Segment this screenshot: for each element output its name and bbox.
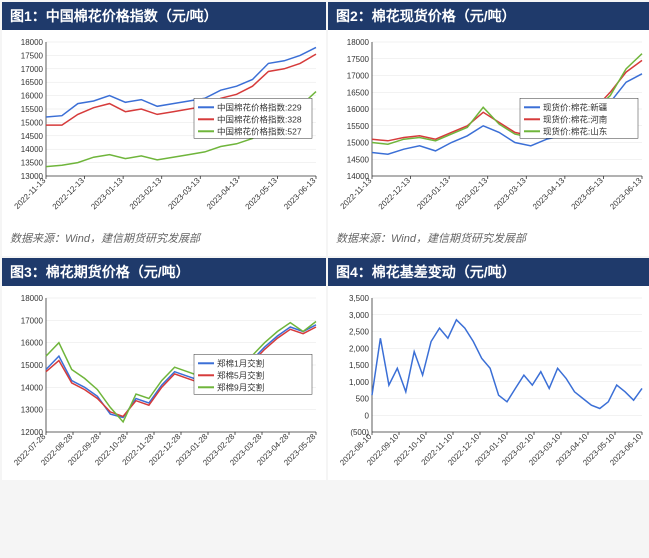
svg-text:2,000: 2,000 — [349, 344, 370, 353]
svg-text:17500: 17500 — [21, 51, 44, 60]
svg-text:18000: 18000 — [21, 38, 44, 47]
svg-text:2023-01-13: 2023-01-13 — [89, 176, 125, 212]
svg-text:现货价:棉花:山东: 现货价:棉花:山东 — [543, 126, 607, 136]
panel-title-3: 图3：棉花期货价格（元/吨） — [2, 258, 326, 286]
svg-text:16000: 16000 — [21, 339, 44, 348]
panel-title-1: 图1：中国棉花价格指数（元/吨） — [2, 2, 326, 30]
svg-text:16500: 16500 — [21, 78, 44, 87]
chart-2: 1400014500150001550016000165001700017500… — [328, 30, 649, 224]
svg-text:15000: 15000 — [347, 139, 370, 148]
svg-text:13500: 13500 — [21, 159, 44, 168]
panel-title-2: 图2：棉花现货价格（元/吨） — [328, 2, 649, 30]
svg-text:16000: 16000 — [347, 105, 370, 114]
chart-4: (500)05001,0001,5002,0002,5003,0003,5002… — [328, 286, 649, 480]
svg-text:500: 500 — [356, 395, 370, 404]
svg-text:中国棉花价格指数:229: 中国棉花价格指数:229 — [217, 102, 302, 112]
svg-text:17000: 17000 — [21, 316, 44, 325]
source-1: 数据来源：Wind，建信期货研究发展部 — [2, 224, 326, 256]
svg-text:3,500: 3,500 — [349, 294, 370, 303]
svg-text:14500: 14500 — [21, 132, 44, 141]
svg-text:中国棉花价格指数:527: 中国棉花价格指数:527 — [217, 126, 302, 136]
source-2: 数据来源：Wind，建信期货研究发展部 — [328, 224, 649, 256]
svg-text:17500: 17500 — [347, 55, 370, 64]
svg-text:2023-02-13: 2023-02-13 — [128, 176, 164, 212]
svg-text:2022-12-13: 2022-12-13 — [51, 176, 87, 212]
svg-text:1,500: 1,500 — [349, 361, 370, 370]
svg-text:2023-03-13: 2023-03-13 — [492, 176, 528, 212]
svg-text:14000: 14000 — [21, 383, 44, 392]
svg-text:18000: 18000 — [21, 294, 44, 303]
svg-text:现货价:棉花:河南: 现货价:棉花:河南 — [543, 114, 607, 124]
svg-text:2023-02-13: 2023-02-13 — [454, 176, 490, 212]
svg-text:2023-04-13: 2023-04-13 — [531, 176, 567, 212]
svg-text:15000: 15000 — [21, 118, 44, 127]
svg-text:2023-06-13: 2023-06-13 — [282, 176, 318, 212]
svg-text:2023-01-13: 2023-01-13 — [415, 176, 451, 212]
svg-text:2,500: 2,500 — [349, 328, 370, 337]
svg-text:16500: 16500 — [347, 88, 370, 97]
svg-text:3,000: 3,000 — [349, 311, 370, 320]
chart-panel-3: 图3：棉花期货价格（元/吨）12000130001400015000160001… — [2, 258, 326, 480]
svg-text:2023-03-13: 2023-03-13 — [166, 176, 202, 212]
svg-text:2023-05-13: 2023-05-13 — [570, 176, 606, 212]
chart-3: 120001300014000150001600017000180002022-… — [2, 286, 326, 480]
chart-panel-4: 图4：棉花基差变动（元/吨）(500)05001,0001,5002,0002,… — [328, 258, 649, 480]
chart-panel-1: 图1：中国棉花价格指数（元/吨）130001350014000145001500… — [2, 2, 326, 256]
svg-text:13000: 13000 — [21, 406, 44, 415]
svg-text:2023-05-13: 2023-05-13 — [244, 176, 280, 212]
svg-text:0: 0 — [365, 411, 370, 420]
svg-text:2023-04-13: 2023-04-13 — [205, 176, 241, 212]
svg-text:17000: 17000 — [21, 65, 44, 74]
chart-panel-2: 图2：棉花现货价格（元/吨）14000145001500015500160001… — [328, 2, 649, 256]
svg-text:1,000: 1,000 — [349, 378, 370, 387]
chart-1: 1300013500140001450015000155001600016500… — [2, 30, 326, 224]
svg-text:现货价:棉花:新疆: 现货价:棉花:新疆 — [543, 102, 608, 112]
svg-text:郑棉5月交割: 郑棉5月交割 — [217, 370, 264, 380]
svg-text:16000: 16000 — [21, 92, 44, 101]
svg-text:17000: 17000 — [347, 72, 370, 81]
svg-text:18000: 18000 — [347, 38, 370, 47]
svg-text:2023-06-13: 2023-06-13 — [608, 176, 644, 212]
svg-text:郑棉1月交割: 郑棉1月交割 — [217, 358, 264, 368]
svg-text:15500: 15500 — [21, 105, 44, 114]
svg-text:14500: 14500 — [347, 155, 370, 164]
svg-text:郑棉9月交割: 郑棉9月交割 — [217, 382, 264, 392]
svg-text:15500: 15500 — [347, 122, 370, 131]
svg-text:14000: 14000 — [21, 145, 44, 154]
svg-text:2022-12-13: 2022-12-13 — [377, 176, 413, 212]
svg-text:15000: 15000 — [21, 361, 44, 370]
svg-text:中国棉花价格指数:328: 中国棉花价格指数:328 — [217, 114, 302, 124]
panel-title-4: 图4：棉花基差变动（元/吨） — [328, 258, 649, 286]
